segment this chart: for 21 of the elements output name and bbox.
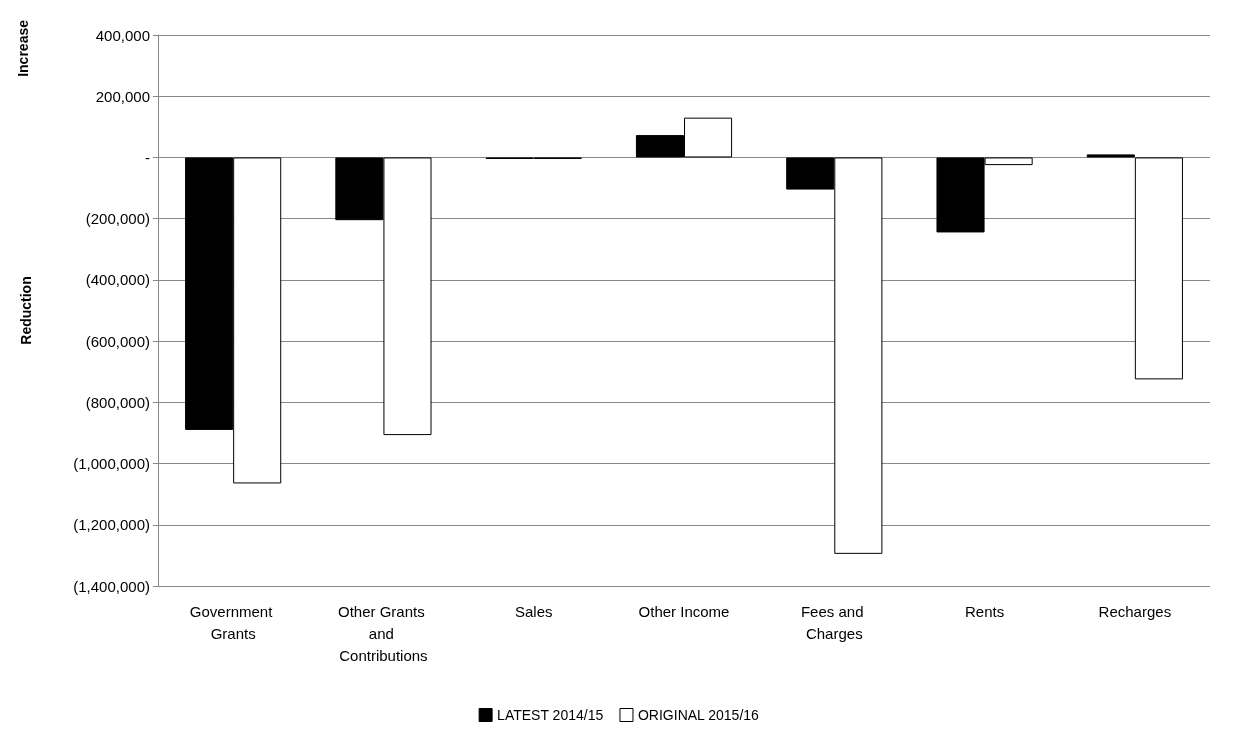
y-tick-label: (1,200,000) (73, 516, 150, 534)
x-tick-label: Rents (964, 602, 1005, 620)
x-tick-label: Government Grants (189, 602, 277, 642)
y-axis-title: Reduction (18, 276, 34, 345)
y-tick-label: (600,000) (85, 332, 150, 350)
y-tick-label: 200,000 (95, 87, 150, 105)
y-tick-label: 400,000 (95, 26, 150, 44)
text: Increase (15, 19, 31, 77)
y-tick-label: (400,000) (85, 271, 150, 289)
x-tick-label: Other Grants and Contributions (337, 602, 429, 664)
x-tick-label: Fees and Charges (800, 602, 868, 642)
y-tick-label: (200,000) (85, 210, 150, 228)
y-tick-label: (1,000,000) (73, 455, 150, 473)
x-tick-label: Sales (514, 602, 553, 620)
legend-label: ORIGINAL 2015/16 (637, 707, 760, 723)
x-tick-label: Recharges (1098, 602, 1172, 620)
x-tick-label: Other Income (638, 602, 730, 620)
y-tick-label: (1,400,000) (73, 577, 150, 595)
legend-label: LATEST 2014/15 (497, 707, 604, 723)
y-tick-label: - (145, 148, 150, 166)
y-tick-label: (800,000) (85, 393, 150, 411)
